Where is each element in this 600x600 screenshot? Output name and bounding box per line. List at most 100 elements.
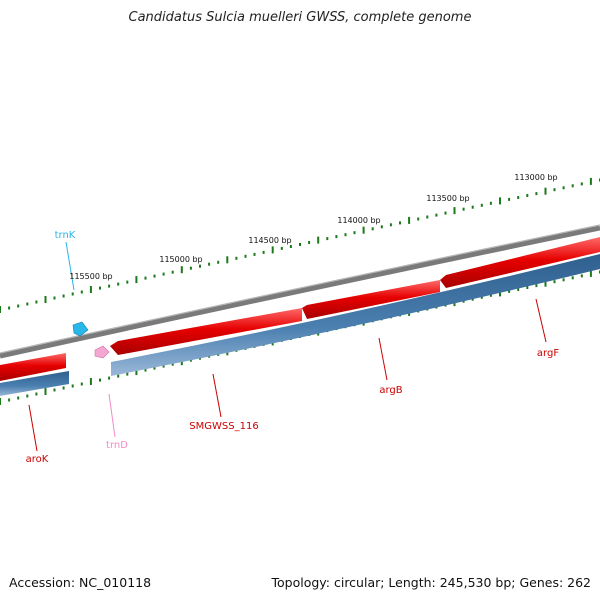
inner-minor-tick bbox=[53, 388, 56, 392]
outer-major-tick bbox=[453, 207, 456, 215]
outer-minor-tick bbox=[353, 231, 356, 235]
outer-minor-tick bbox=[253, 252, 256, 256]
outer-major-tick bbox=[271, 246, 274, 254]
gene-label-smgwss[interactable]: SMGWSS_116 bbox=[189, 421, 258, 432]
outer-minor-tick bbox=[444, 211, 447, 215]
tick-label-113000: 113000 bp bbox=[514, 173, 557, 182]
inner-major-tick bbox=[89, 378, 92, 385]
trnD-leader bbox=[108, 393, 116, 438]
inner-minor-tick bbox=[580, 274, 583, 278]
tick-label-115000: 115000 bp bbox=[159, 255, 202, 264]
argB-leader bbox=[378, 337, 388, 381]
outer-minor-tick bbox=[117, 282, 120, 286]
trnK-marker[interactable] bbox=[72, 321, 89, 337]
inner-minor-tick bbox=[71, 384, 74, 388]
outer-major-tick bbox=[408, 216, 411, 224]
inner-major-tick bbox=[589, 269, 592, 277]
inner-minor-tick bbox=[17, 396, 20, 400]
outer-major-tick bbox=[317, 236, 320, 244]
outer-minor-tick bbox=[480, 203, 483, 207]
outer-minor-tick bbox=[426, 215, 429, 219]
inner-minor-tick bbox=[162, 364, 165, 368]
outer-minor-tick bbox=[399, 221, 401, 225]
outer-minor-tick bbox=[199, 264, 201, 268]
inner-minor-tick bbox=[153, 366, 156, 370]
outer-minor-tick bbox=[8, 306, 11, 310]
outer-minor-tick bbox=[580, 182, 583, 186]
inner-minor-tick bbox=[8, 398, 11, 402]
inner-minor-tick bbox=[117, 374, 120, 378]
outer-minor-tick bbox=[299, 243, 301, 246]
inner-minor-tick bbox=[108, 376, 111, 380]
outer-minor-tick bbox=[553, 188, 556, 192]
inner-minor-tick bbox=[26, 394, 29, 398]
genome-backbone-highlight bbox=[0, 224, 600, 354]
gene-label-argF[interactable]: argF bbox=[537, 348, 559, 359]
outer-minor-tick bbox=[171, 270, 174, 274]
outer-major-tick bbox=[44, 296, 47, 303]
forward-gene-track bbox=[0, 237, 600, 381]
gene-label-argB[interactable]: argB bbox=[379, 385, 402, 396]
inner-minor-tick bbox=[480, 295, 483, 299]
outer-major-tick bbox=[589, 177, 592, 185]
aroK-leader bbox=[28, 404, 38, 452]
outer-minor-tick bbox=[526, 194, 529, 197]
inner-minor-tick bbox=[535, 284, 538, 288]
outer-minor-tick bbox=[335, 235, 338, 239]
inner-minor-tick bbox=[553, 280, 556, 284]
outer-major-tick bbox=[135, 276, 138, 284]
trnK-leader bbox=[65, 241, 75, 291]
outer-minor-tick bbox=[508, 197, 511, 201]
inner-minor-tick bbox=[526, 286, 529, 289]
outer-minor-tick bbox=[308, 241, 311, 244]
gene-block-aroK-reverse[interactable] bbox=[0, 371, 69, 396]
outer-minor-tick bbox=[380, 225, 383, 229]
map-title: Candidatus Sulcia muelleri GWSS, complet… bbox=[128, 10, 472, 25]
outer-minor-tick bbox=[80, 290, 83, 294]
outer-minor-tick bbox=[99, 286, 101, 290]
gene-arrow-argF-forward[interactable] bbox=[440, 237, 600, 288]
outer-minor-tick bbox=[435, 213, 438, 217]
outer-minor-tick bbox=[62, 294, 65, 298]
outer-major-tick bbox=[0, 306, 1, 313]
gene-block-aroK-forward[interactable] bbox=[0, 353, 66, 381]
outer-minor-tick bbox=[489, 201, 492, 205]
outer-minor-tick bbox=[289, 245, 292, 248]
outer-minor-tick bbox=[26, 302, 29, 306]
inner-major-tick bbox=[0, 398, 1, 405]
inner-major-tick bbox=[44, 388, 47, 395]
inner-minor-tick bbox=[489, 293, 492, 297]
outer-tick-ring bbox=[0, 177, 600, 313]
outer-minor-tick bbox=[35, 300, 38, 304]
outer-minor-tick bbox=[326, 237, 329, 241]
gene-arrow-argB-forward[interactable] bbox=[302, 280, 440, 319]
inner-minor-tick bbox=[571, 276, 574, 280]
outer-major-tick bbox=[362, 226, 365, 234]
outer-minor-tick bbox=[126, 280, 129, 284]
gene-label-trnK[interactable]: trnK bbox=[55, 230, 76, 241]
inner-minor-tick bbox=[80, 382, 83, 386]
inner-minor-tick bbox=[171, 362, 174, 366]
outer-minor-tick bbox=[144, 276, 147, 280]
outer-minor-tick bbox=[208, 262, 211, 266]
outer-major-tick bbox=[226, 256, 229, 264]
accession-text: Accession: NC_010118 bbox=[9, 575, 152, 590]
gene-block-main-reverse[interactable] bbox=[111, 254, 600, 376]
trnD-marker[interactable] bbox=[94, 345, 110, 359]
inner-major-tick bbox=[135, 368, 138, 376]
outer-minor-tick bbox=[471, 205, 474, 209]
gene-label-trnD[interactable]: trnD bbox=[106, 440, 128, 451]
gene-arrow-smgwss-forward[interactable] bbox=[110, 308, 302, 355]
outer-minor-tick bbox=[217, 260, 220, 264]
outer-minor-tick bbox=[571, 184, 574, 188]
outer-major-tick bbox=[544, 187, 547, 195]
outer-minor-tick bbox=[17, 304, 20, 308]
gene-label-aroK[interactable]: aroK bbox=[26, 454, 49, 465]
genome-summary-text: Topology: circular; Length: 245,530 bp; … bbox=[271, 575, 592, 590]
outer-minor-tick bbox=[153, 274, 156, 278]
inner-major-tick bbox=[544, 279, 547, 287]
outer-minor-tick bbox=[235, 256, 238, 260]
genome-backbone bbox=[0, 225, 600, 359]
outer-minor-tick bbox=[108, 284, 111, 288]
outer-minor-tick bbox=[280, 246, 283, 250]
